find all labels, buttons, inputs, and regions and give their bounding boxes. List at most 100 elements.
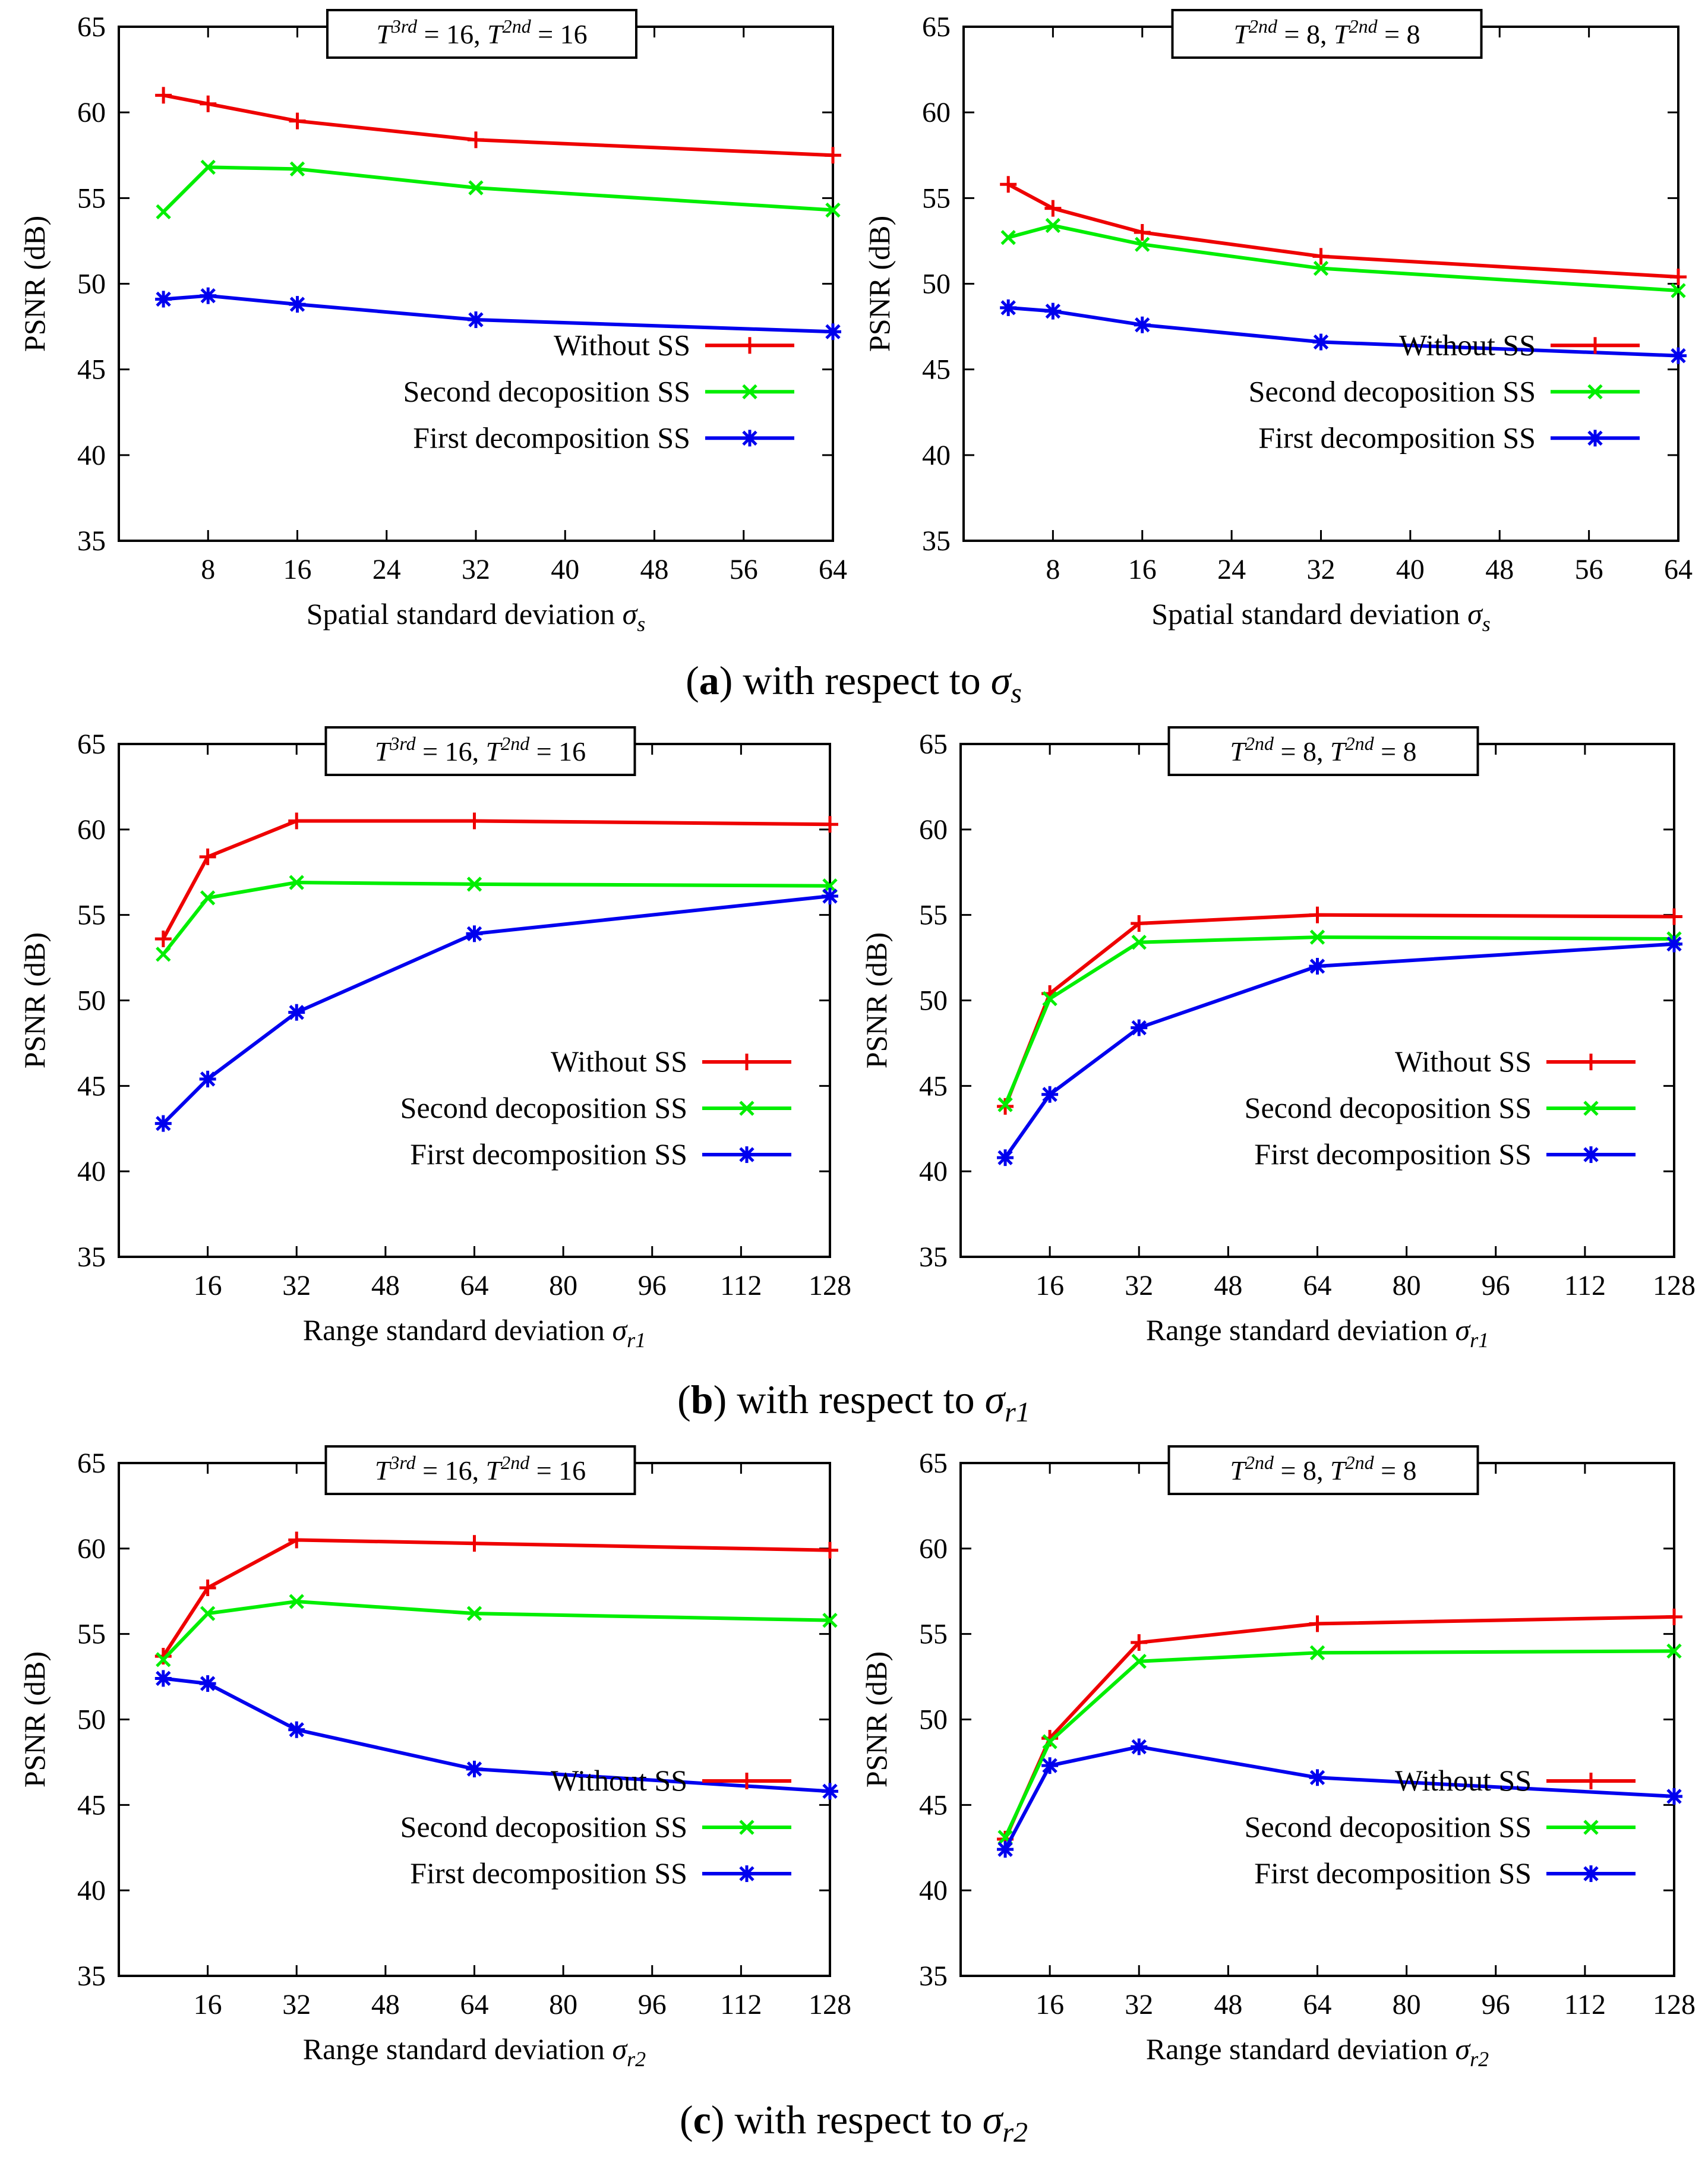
data-point: [1134, 224, 1151, 241]
y-tick-label: 60: [77, 814, 106, 846]
series-without_ss: [155, 87, 841, 164]
series-line: [163, 1676, 831, 1793]
x-axis-label: Spatial standard deviation σs: [1151, 597, 1491, 636]
data-point: [288, 812, 305, 830]
legend-label: First decomposition SS: [1258, 421, 1536, 454]
x-tick-label: 64: [1303, 1270, 1332, 1301]
x-tick-label: 96: [1482, 1270, 1510, 1301]
legend-marker: [1583, 1820, 1599, 1835]
y-tick-label: 65: [919, 729, 948, 760]
x-tick-label: 8: [201, 554, 215, 585]
y-tick-label: 40: [919, 1875, 948, 1906]
data-point: [997, 1097, 1013, 1112]
legend-label: Second decoposition SS: [400, 1091, 687, 1124]
data-point: [289, 161, 305, 177]
series-first_ss: [155, 287, 841, 341]
series-second_ss: [156, 1594, 838, 1667]
data-point: [200, 1606, 216, 1621]
y-axis-label: PSNR (dB): [860, 1651, 893, 1787]
legend-marker: [1587, 384, 1603, 399]
x-tick-label: 16: [1035, 1270, 1064, 1301]
x-tick-label: 128: [1653, 1270, 1696, 1301]
x-tick-label: 24: [372, 554, 401, 585]
legend-entry: First decomposition SS: [1254, 1856, 1636, 1890]
data-point: [1044, 302, 1062, 320]
data-point: [1131, 1738, 1148, 1755]
legend-label: Second decoposition SS: [1245, 1091, 1532, 1124]
legend-entry: First decomposition SS: [1258, 421, 1640, 454]
series-second_ss: [156, 875, 838, 962]
caption-b: (b) with respect to σr1: [677, 1377, 1030, 1428]
y-tick-label: 65: [77, 729, 106, 760]
legend-label: Without SS: [1395, 1764, 1532, 1797]
legend-label: First decomposition SS: [413, 421, 690, 454]
x-tick-label: 112: [720, 1989, 762, 2020]
y-tick-label: 60: [919, 814, 948, 846]
y-tick-label: 35: [919, 1241, 948, 1273]
x-tick-label: 112: [1564, 1989, 1606, 2020]
legend-entry: First decomposition SS: [410, 1856, 791, 1890]
data-point: [1041, 1086, 1059, 1103]
condition-box: [1171, 9, 1483, 59]
data-point: [1312, 248, 1330, 265]
data-point: [1666, 1643, 1682, 1659]
x-tick-label: 48: [1214, 1989, 1242, 2020]
x-tick-label: 40: [551, 554, 579, 585]
data-point: [155, 291, 172, 308]
legend-marker: [1587, 337, 1603, 354]
legend-marker: [741, 430, 758, 447]
data-point: [1000, 299, 1017, 316]
x-tick-label: 112: [720, 1270, 762, 1301]
series-line: [162, 1538, 831, 1657]
x-tick-label: 48: [1485, 554, 1514, 585]
data-point: [997, 1841, 1014, 1858]
y-axis-label: PSNR (dB): [18, 932, 51, 1068]
y-tick-label: 40: [919, 1156, 948, 1187]
x-tick-label: 32: [462, 554, 490, 585]
x-tick-label: 80: [1393, 1989, 1421, 2020]
y-tick-label: 45: [919, 1070, 948, 1102]
series-line: [162, 894, 831, 1125]
x-tick-label: 56: [1575, 554, 1603, 585]
condition-box: [1167, 1445, 1479, 1495]
y-tick-label: 50: [77, 269, 106, 300]
series-line: [162, 1600, 831, 1661]
y-tick-label: 40: [77, 440, 106, 471]
x-axis-label: Spatial standard deviation σs: [307, 597, 646, 636]
chart-panel-3: 35 40 45 50 55 60 65 16 32 48 64 80 96 112 128 PSNR (dB…: [18, 726, 851, 1352]
data-point: [1131, 915, 1148, 932]
series-line: [162, 881, 831, 956]
legend-marker: [1583, 1101, 1599, 1116]
data-point: [466, 812, 483, 830]
data-point: [1135, 237, 1150, 252]
y-tick-label: 65: [922, 11, 951, 43]
data-point: [1309, 1769, 1326, 1786]
x-axis-label: Range standard deviation σr1: [1146, 1313, 1489, 1352]
data-point: [199, 1579, 216, 1596]
x-tick-label: 48: [640, 554, 669, 585]
series-line: [163, 294, 834, 334]
x-tick-label: 40: [1396, 554, 1425, 585]
y-tick-label: 40: [922, 440, 951, 471]
series-line: [1008, 305, 1679, 358]
y-tick-label: 35: [77, 1960, 106, 1992]
legend-label: Without SS: [1395, 1045, 1532, 1078]
data-point: [289, 875, 304, 890]
y-tick-label: 60: [922, 97, 951, 128]
y-tick-label: 55: [77, 1619, 106, 1650]
data-point: [1670, 347, 1687, 364]
y-tick-label: 55: [919, 1619, 948, 1650]
legend-label: Second decoposition SS: [403, 374, 690, 408]
series-line: [162, 819, 831, 940]
data-point: [466, 1760, 483, 1777]
series-second_ss: [997, 1643, 1682, 1845]
y-tick-label: 45: [922, 354, 951, 386]
data-point: [1000, 176, 1017, 193]
x-tick-label: 32: [1125, 1270, 1153, 1301]
legend-marker: [1583, 1146, 1599, 1164]
data-point: [822, 1783, 838, 1800]
data-point: [1042, 991, 1057, 1007]
plot-frame: [959, 743, 1675, 1258]
condition-box: [1167, 726, 1479, 776]
